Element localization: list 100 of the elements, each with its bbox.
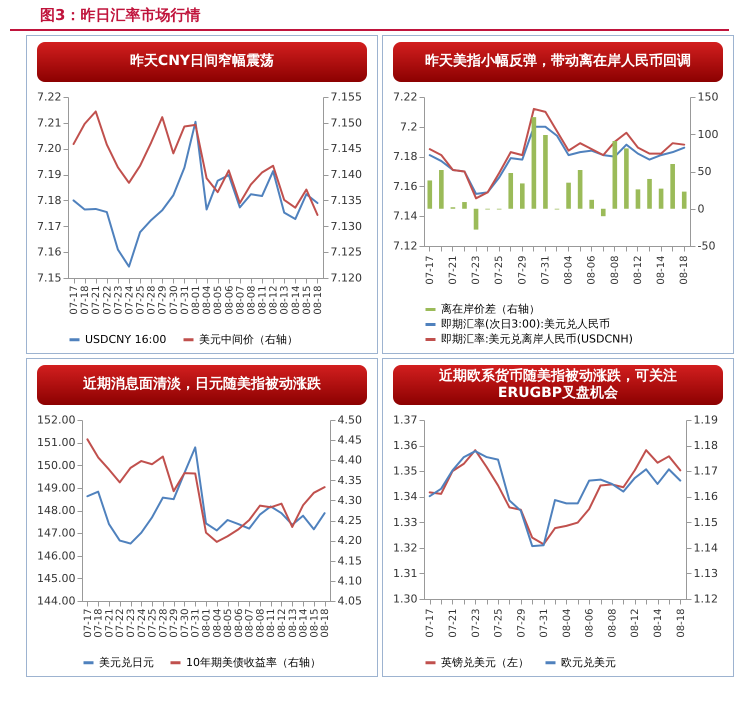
y-tick-label: 148.00 — [37, 504, 76, 517]
bar — [589, 200, 594, 209]
y2-tick-label: 100 — [698, 128, 718, 141]
y-tick-label: 7.19 — [37, 168, 62, 182]
bar — [474, 208, 478, 230]
x-tick-label: 08-06 — [234, 608, 245, 638]
bar — [462, 202, 467, 209]
bar — [647, 178, 652, 209]
x-tick-label: 07-21 — [448, 608, 459, 638]
x-tick-label: 07-22 — [115, 608, 126, 638]
x-tick-label: 07-23 — [471, 256, 482, 285]
x-tick-label: 07-31 — [540, 256, 552, 285]
x-tick-label: 07-22 — [102, 286, 114, 315]
y-tick-label: 7.22 — [393, 90, 418, 104]
y2-tick-label: 4.15 — [338, 554, 362, 568]
x-tick-label: 07-29 — [517, 256, 528, 285]
x-tick-label: 07-30 — [168, 286, 180, 315]
x-tick-label: 08-08 — [255, 608, 266, 638]
legend-label: 即期汇率:美元兑离岸人民币(USDCNH) — [441, 332, 633, 346]
y2-tick-label: 4.45 — [338, 434, 362, 447]
x-tick-label: 08-14 — [290, 286, 302, 315]
line-series — [72, 120, 318, 268]
y-tick-label: 7.16 — [37, 246, 62, 259]
x-tick-label: 08-05 — [213, 286, 224, 315]
y-tick-label: 151.00 — [37, 436, 76, 450]
x-tick-label: 08-06 — [224, 286, 236, 315]
y2-tick-label: 4.05 — [338, 594, 362, 608]
line-series — [428, 126, 686, 195]
x-tick-label: 07-21 — [448, 256, 459, 285]
x-tick-label: 07-24 — [136, 608, 148, 638]
y-tick-label: 7.2 — [400, 120, 418, 134]
x-tick-label: 07-25 — [148, 608, 159, 638]
y2-tick-label: 1.12 — [694, 592, 718, 606]
y-tick-label: 1.34 — [393, 490, 418, 504]
y-tick-label: 147.00 — [37, 526, 76, 540]
x-tick-label: 07-17 — [69, 286, 80, 315]
x-tick-label: 07-18 — [80, 286, 92, 315]
y-tick-label: 7.22 — [37, 90, 62, 104]
x-tick-label: 07-25 — [494, 256, 506, 285]
y2-tick-label: 4.30 — [338, 494, 362, 507]
x-tick-label: 08-04 — [564, 256, 575, 285]
x-tick-label: 07-29 — [158, 286, 169, 315]
x-tick-label: 08-08 — [607, 608, 618, 638]
y-tick-label: 7.18 — [37, 194, 62, 207]
bar — [520, 183, 525, 209]
x-tick-label: 08-12 — [268, 286, 280, 315]
chart-title: 昨天美指小幅反弹，带动离在岸人民币回调 — [393, 42, 723, 82]
y2-tick-label: -50 — [698, 240, 716, 252]
x-tick-label: 08-07 — [244, 608, 256, 638]
x-tick-label: 08-01 — [191, 286, 202, 315]
y-tick-label: 7.15 — [37, 272, 62, 284]
x-tick-label: 08-01 — [202, 608, 212, 638]
legend-label: USDCNY 16:00 — [85, 332, 166, 346]
x-tick-label: 07-31 — [539, 608, 550, 638]
x-tick-label: 07-25 — [136, 286, 147, 315]
y2-tick-label: 1.19 — [694, 414, 718, 426]
x-tick-label: 07-31 — [180, 286, 191, 315]
x-tick-label: 07-17 — [425, 608, 436, 638]
legend-label: 10年期美债收益率（右轴） — [186, 656, 321, 669]
y-tick-label: 1.33 — [393, 516, 418, 529]
x-tick-label: 07-24 — [124, 286, 136, 315]
x-tick-label: 08-12 — [630, 608, 642, 638]
legend-label: 美元兑日元 — [99, 656, 154, 669]
y-tick-label: 1.32 — [393, 541, 418, 554]
y2-tick-label: 0 — [698, 202, 704, 216]
x-tick-label: 07-18 — [94, 608, 105, 638]
y2-tick-label: 7.125 — [330, 246, 362, 259]
y2-tick-label: 7.130 — [330, 220, 362, 233]
x-tick-label: 07-30 — [180, 608, 191, 638]
x-tick-label: 07-17 — [424, 256, 436, 285]
y-tick-label: 1.30 — [393, 592, 418, 606]
y2-tick-label: 7.140 — [330, 168, 362, 182]
caption: 图3：昨日汇率市场行情 — [40, 6, 202, 25]
y-tick-label: 1.31 — [393, 566, 418, 580]
x-tick-label: 08-18 — [320, 608, 332, 638]
x-tick-label: 08-15 — [302, 286, 313, 315]
legend-label: 离在岸价差（右轴） — [441, 302, 540, 316]
x-tick-label: 07-31 — [190, 608, 202, 638]
x-tick-label: 08-04 — [212, 608, 224, 638]
x-tick-label: 07-29 — [516, 608, 528, 638]
y2-tick-label: 7.145 — [330, 142, 362, 156]
x-tick-label: 07-23 — [126, 608, 138, 638]
y-tick-label: 7.12 — [393, 240, 418, 252]
x-tick-label: 07-28 — [146, 286, 158, 315]
x-tick-label: 07-29 — [169, 608, 180, 638]
y-tick-label: 1.35 — [393, 464, 418, 478]
x-tick-label: 08-08 — [610, 256, 621, 285]
x-tick-label: 08-15 — [309, 608, 320, 638]
bar — [439, 170, 444, 209]
y2-tick-label: 7.135 — [330, 194, 362, 207]
y2-tick-label: 1.15 — [694, 516, 718, 529]
y-tick-label: 7.16 — [393, 180, 418, 193]
y2-tick-label: 1.16 — [694, 490, 718, 504]
y-tick-label: 7.17 — [37, 220, 62, 233]
y-tick-label: 144.00 — [37, 594, 76, 608]
bar — [578, 170, 582, 209]
x-tick-label: 07-25 — [494, 608, 505, 638]
bar — [508, 172, 514, 209]
y2-tick-label: 4.50 — [338, 414, 362, 426]
x-tick-label: 08-06 — [584, 608, 596, 638]
